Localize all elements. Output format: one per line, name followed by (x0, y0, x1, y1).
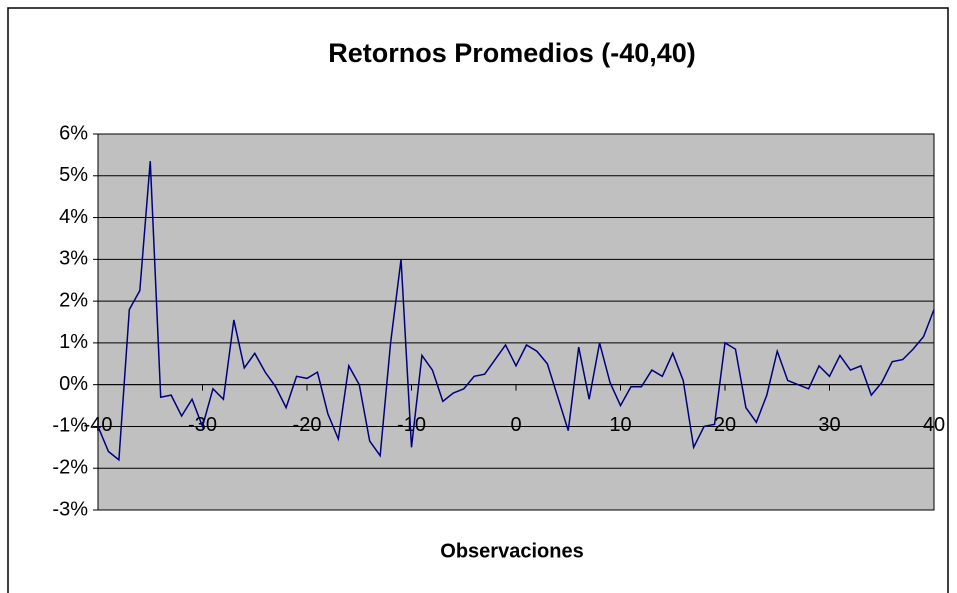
line-series (97, 161, 935, 462)
y-tick-label: 6% (59, 122, 88, 144)
y-tick-label: 3% (59, 248, 88, 270)
x-tick-label: 10 (609, 414, 631, 436)
x-tick-label: -10 (397, 414, 426, 436)
x-tick-label: 0 (510, 414, 521, 436)
plot-area (97, 133, 935, 511)
y-tick-label: 0% (59, 373, 88, 395)
y-tick-label: -1% (52, 415, 88, 437)
x-tick-label: 20 (714, 414, 736, 436)
y-tick-label: 5% (59, 164, 88, 186)
chart-title: Retornos Promedios (-40,40) (328, 38, 696, 68)
x-tick-label: 40 (923, 414, 945, 436)
y-tick-label: 1% (59, 331, 88, 353)
y-tick-label: 2% (59, 289, 88, 311)
y-tick-label: -3% (52, 498, 88, 520)
y-tick-label: -2% (52, 457, 88, 479)
x-axis-title: Observaciones (440, 540, 583, 562)
y-tick-label: 4% (59, 206, 88, 228)
x-tick-label: -40 (84, 414, 113, 436)
x-tick-label: 30 (818, 414, 840, 436)
x-tick-label: -20 (293, 414, 322, 436)
